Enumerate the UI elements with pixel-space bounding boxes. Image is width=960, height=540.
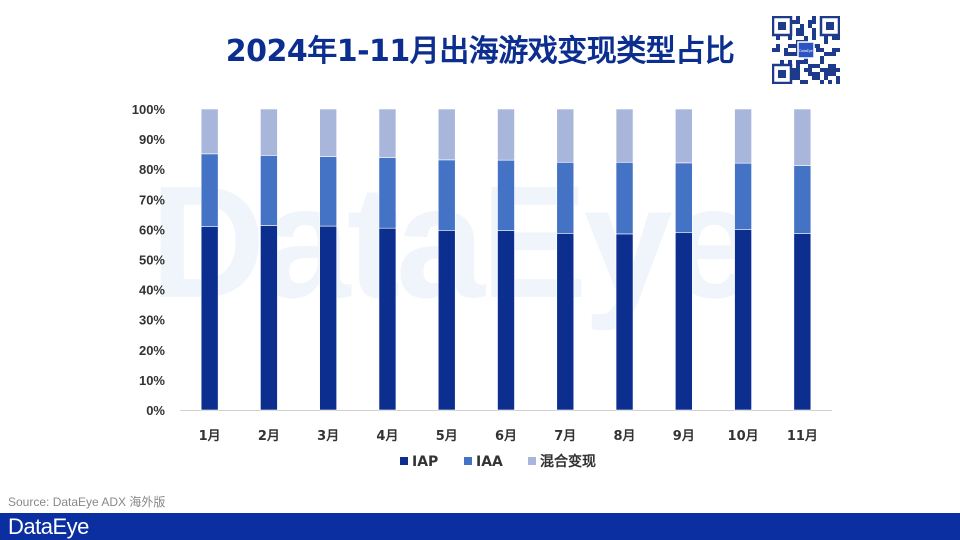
bar-segment-IAP bbox=[437, 230, 456, 411]
bar-segment-IAA bbox=[793, 165, 812, 234]
y-tick-label: 20% bbox=[139, 343, 165, 358]
bar-segment-IAP bbox=[556, 233, 575, 411]
bar-segment-IAA bbox=[734, 162, 752, 231]
bar-segment-混合变现 bbox=[260, 108, 278, 156]
y-tick-label: 10% bbox=[139, 373, 165, 388]
y-tick-label: 40% bbox=[139, 283, 165, 298]
legend-label: IAA bbox=[476, 454, 503, 470]
x-tick-label: 1月 bbox=[199, 429, 221, 444]
footer-bar: DataEye bbox=[0, 513, 960, 540]
bar-segment-IAP bbox=[675, 232, 693, 411]
bar-segment-IAP bbox=[200, 226, 219, 411]
bar-segment-混合变现 bbox=[200, 108, 219, 155]
bar-segment-混合变现 bbox=[319, 108, 337, 157]
y-tick-label: 80% bbox=[139, 162, 165, 177]
x-tick-label: 11月 bbox=[787, 429, 818, 444]
x-tick-label: 5月 bbox=[436, 429, 458, 444]
x-tick-label: 10月 bbox=[728, 429, 759, 444]
legend-label: 混合变现 bbox=[540, 453, 596, 470]
bar-segment-IAA bbox=[437, 159, 456, 231]
bar-segment-IAP bbox=[260, 225, 278, 411]
bar-segment-混合变现 bbox=[497, 108, 515, 161]
bar-segment-IAA bbox=[378, 157, 397, 229]
bar-segment-IAP bbox=[793, 233, 812, 411]
y-tick-label: 90% bbox=[139, 132, 165, 147]
x-tick-label: 4月 bbox=[376, 429, 398, 444]
bar-segment-混合变现 bbox=[437, 108, 456, 161]
bar-segment-IAA bbox=[200, 153, 219, 227]
y-tick-label: 70% bbox=[139, 192, 165, 207]
legend-swatch bbox=[528, 457, 536, 465]
stacked-bar-chart: 0% 10% 20% 30% 40% 50% 60% 70% 80% 90% 100% 1月 2月 3月 4… bbox=[132, 102, 832, 470]
bar-segment-混合变现 bbox=[556, 108, 575, 163]
y-tick-label: 50% bbox=[139, 253, 165, 268]
bar-segment-IAA bbox=[497, 159, 515, 231]
bar-segment-混合变现 bbox=[675, 108, 693, 164]
bar-segment-IAP bbox=[378, 227, 397, 411]
svg-text:DataEye: DataEye bbox=[799, 49, 812, 53]
bar-segment-IAP bbox=[497, 230, 515, 411]
bar-segment-IAA bbox=[260, 155, 278, 226]
bar-segment-IAP bbox=[615, 233, 634, 411]
source-note: Source: DataEye ADX 海外版 bbox=[8, 495, 166, 509]
bar-segment-IAA bbox=[319, 156, 337, 227]
x-tick-label: 2月 bbox=[258, 429, 280, 444]
y-tick-label: 100% bbox=[132, 102, 166, 117]
y-tick-label: 30% bbox=[139, 313, 165, 328]
legend-swatch bbox=[400, 457, 408, 465]
bar-segment-IAA bbox=[615, 161, 634, 235]
x-tick-label: 6月 bbox=[495, 429, 517, 444]
bar-segment-混合变现 bbox=[793, 108, 812, 166]
bar-segment-混合变现 bbox=[734, 108, 752, 164]
chart-title: 2024年1-11月出海游戏变现类型占比 bbox=[225, 34, 735, 69]
legend-label: IAP bbox=[412, 454, 438, 470]
dataeye-logo: DataEye bbox=[8, 514, 89, 539]
bar-segment-IAA bbox=[556, 161, 575, 234]
bar-segment-IAP bbox=[319, 225, 337, 411]
y-tick-label: 60% bbox=[139, 222, 165, 237]
qr-code-icon: DataEye bbox=[772, 16, 840, 84]
x-tick-label: 3月 bbox=[317, 429, 339, 444]
bar-segment-混合变现 bbox=[378, 108, 397, 158]
legend-swatch bbox=[464, 457, 472, 465]
x-tick-label: 9月 bbox=[673, 429, 695, 444]
bar-segment-IAA bbox=[675, 162, 693, 234]
x-tick-label: 8月 bbox=[614, 429, 636, 444]
bar-segment-IAP bbox=[734, 229, 752, 411]
y-tick-label: 0% bbox=[146, 403, 165, 418]
bar-segment-混合变现 bbox=[615, 108, 634, 163]
x-tick-label: 7月 bbox=[554, 429, 576, 444]
